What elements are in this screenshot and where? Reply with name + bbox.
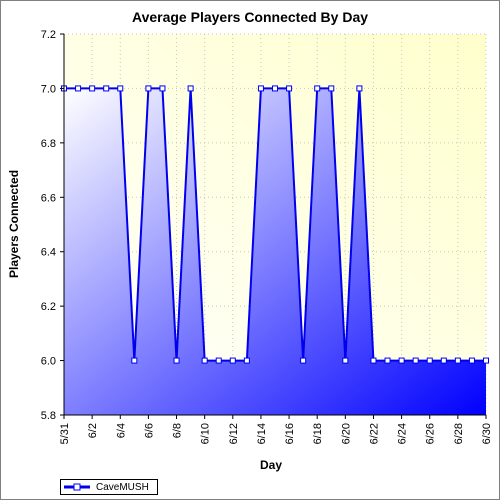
x-tick-label: 6/8 (172, 423, 184, 438)
x-tick-label: 6/24 (397, 423, 409, 444)
y-tick-labels: 5.8 6.0 6.2 6.4 6.6 6.8 7.0 7.2 (41, 29, 64, 422)
data-point-6/29 (468, 357, 475, 364)
x-tick-label: 5/31 (59, 423, 71, 444)
data-point-6/27 (440, 357, 447, 364)
data-point-6/15 (272, 85, 278, 92)
y-tick-label: 6.8 (41, 138, 56, 150)
y-axis-title: Players Connected (7, 170, 21, 278)
data-point-6/9 (187, 85, 194, 92)
data-point-6/18 (314, 85, 321, 92)
data-point-6/20 (342, 357, 349, 364)
legend-series-swatch (64, 483, 90, 491)
data-point-6/22 (370, 357, 377, 364)
x-tick-label: 6/26 (425, 423, 437, 444)
data-point-6/28 (454, 357, 461, 364)
data-point-6/14 (257, 85, 264, 92)
x-tick-label: 6/30 (481, 423, 493, 444)
data-point-6/7 (159, 85, 166, 92)
data-point-6/19 (328, 85, 335, 92)
data-point-6/24 (398, 357, 405, 364)
series-area-layer (64, 88, 486, 415)
data-point-6/16 (286, 85, 293, 92)
data-point-6/26 (426, 357, 433, 364)
data-point-6/17 (300, 357, 307, 364)
data-point-6/1 (75, 85, 82, 92)
x-axis-title: Day (260, 458, 282, 472)
data-point-6/13 (243, 357, 250, 364)
data-point-6/11 (215, 357, 222, 364)
x-tick-label: 6/22 (368, 423, 380, 444)
x-tick-label: 6/12 (228, 423, 240, 444)
legend: CaveMUSH (60, 479, 158, 495)
x-tick-label: 6/14 (256, 423, 268, 444)
x-tick-label: 6/2 (87, 423, 99, 438)
axes (63, 34, 486, 416)
data-point-6/3 (103, 85, 110, 92)
x-tick-label: 6/28 (453, 423, 465, 444)
y-tick-label: 7.0 (41, 83, 56, 95)
data-point-6/2 (89, 85, 96, 92)
x-tick-labels: 5/31 6/2 6/4 6/6 6/8 6/10 6/12 6/14 6/16 6/18 6/20… (59, 415, 493, 444)
y-tick-label: 6.2 (41, 301, 56, 313)
data-point-6/5 (131, 357, 138, 364)
y-tick-label: 6.0 (41, 356, 56, 368)
y-tick-label: 7.2 (41, 29, 56, 41)
y-tick-label: 5.8 (41, 410, 56, 422)
data-point-6/30 (483, 357, 489, 364)
data-point-6/6 (145, 85, 152, 92)
x-tick-label: 6/18 (312, 423, 324, 444)
x-tick-label: 6/16 (284, 423, 296, 444)
y-tick-label: 6.4 (41, 247, 56, 259)
series-area (64, 88, 486, 415)
x-tick-label: 6/4 (115, 423, 127, 438)
y-tick-label: 6.6 (41, 192, 56, 204)
data-point-6/23 (384, 357, 391, 364)
data-point-6/12 (229, 357, 236, 364)
x-tick-label: 6/20 (340, 423, 352, 444)
data-point-6/8 (173, 357, 180, 364)
data-point-6/4 (117, 85, 124, 92)
series-markers (61, 85, 489, 364)
x-tick-label: 6/6 (143, 423, 155, 438)
data-point-6/21 (356, 85, 363, 92)
legend-series-label: CaveMUSH (96, 481, 149, 493)
chart-title: Average Players Connected By Day (132, 9, 368, 25)
data-point-6/10 (201, 357, 208, 364)
x-tick-label: 6/10 (200, 423, 212, 444)
data-point-6/25 (412, 357, 419, 364)
